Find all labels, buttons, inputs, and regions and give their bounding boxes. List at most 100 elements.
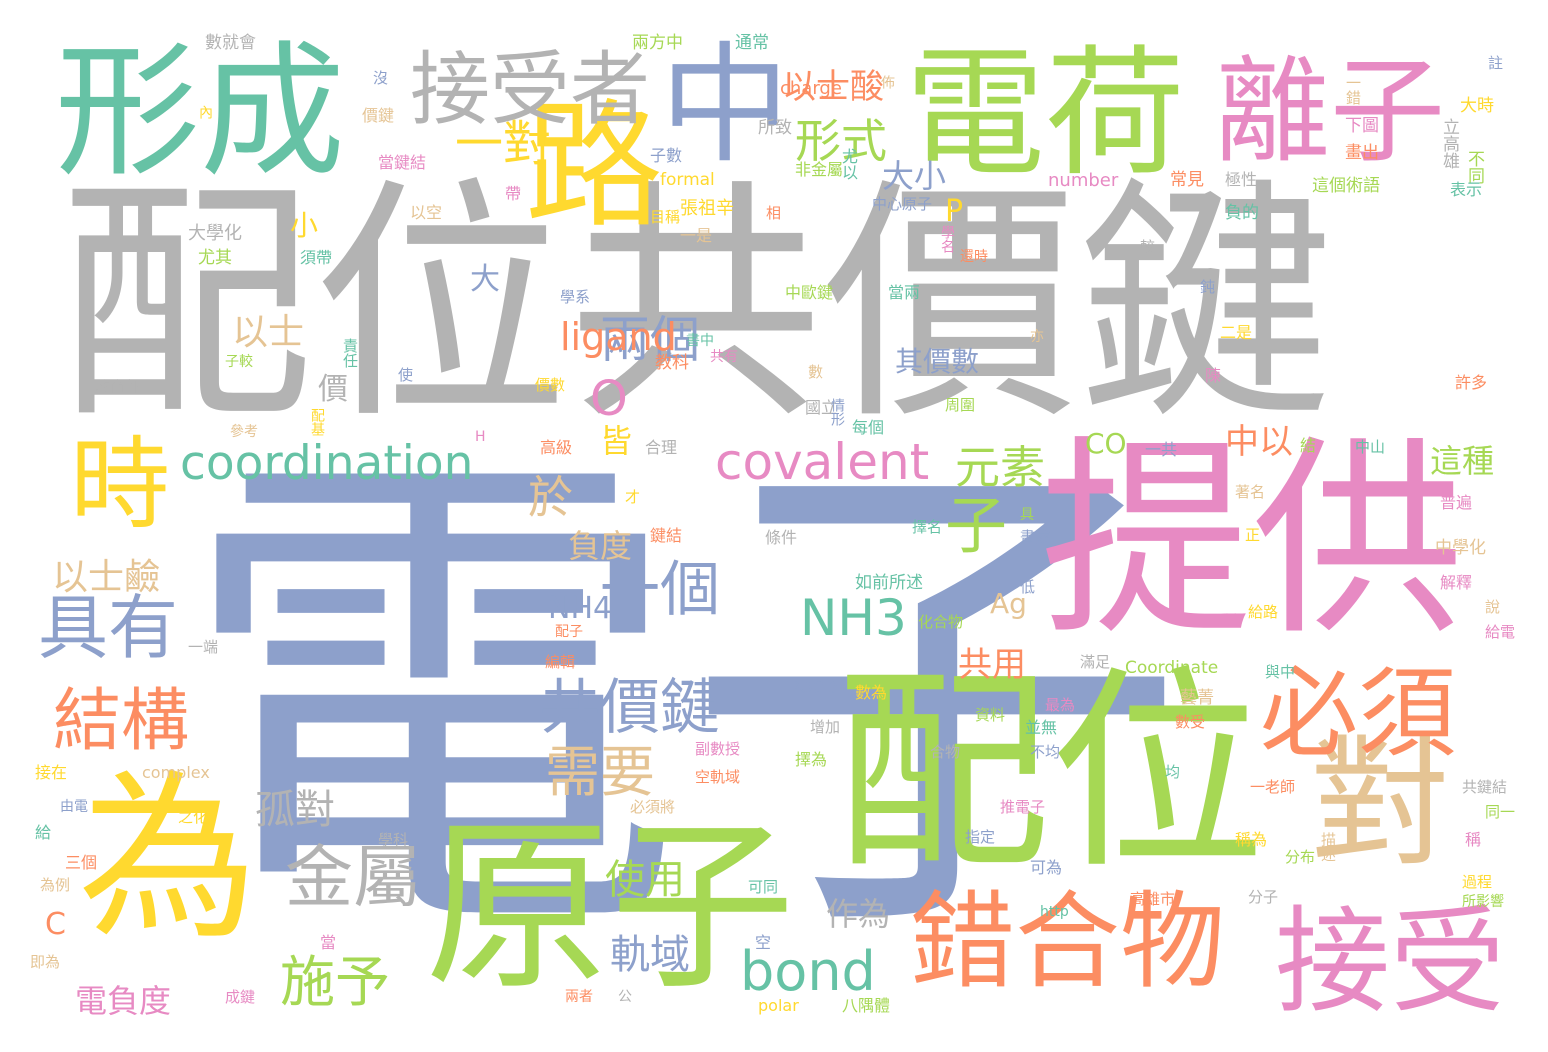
cloud-word-small: 配子 xyxy=(555,624,583,640)
cloud-word: 一對 xyxy=(455,116,552,172)
cloud-word-small: 極性 xyxy=(1225,170,1258,189)
cloud-word-small: 解釋 xyxy=(1440,573,1473,592)
cloud-word-small: 之化 xyxy=(178,808,209,826)
cloud-word-small: 使 xyxy=(398,366,414,384)
cloud-word-small: 學科 xyxy=(378,831,409,849)
cloud-word: 於 xyxy=(528,471,574,524)
cloud-word-small: charge xyxy=(780,78,842,99)
cloud-word: 子 xyxy=(945,489,1008,562)
cloud-word-small: 大學化 xyxy=(188,223,242,244)
cloud-word-small: 增加 xyxy=(810,718,841,736)
cloud-word: 元素 xyxy=(955,441,1046,494)
cloud-word-small: 以空 xyxy=(410,203,443,222)
cloud-word-small: 教育部 xyxy=(95,378,141,396)
cloud-word-small: 須帶 xyxy=(300,248,333,267)
cloud-word-small: 如前所述 xyxy=(855,573,923,593)
cloud-word-small: 帶 xyxy=(502,185,521,201)
cloud-word-small: 尤其 xyxy=(198,248,232,268)
cloud-word-small: 過程 xyxy=(1462,873,1493,891)
cloud-word-small: complex xyxy=(142,763,210,782)
cloud-word-small: POCl3 xyxy=(790,678,839,697)
cloud-word: P xyxy=(945,194,964,229)
cloud-word: 電荷 xyxy=(905,33,1186,196)
cloud-word: 錯合物 xyxy=(910,881,1226,1003)
cloud-word-small: 立高雄 xyxy=(1439,118,1459,169)
cloud-word-small: 可同 xyxy=(748,878,779,896)
cloud-word-small: 二是 xyxy=(1220,323,1253,342)
cloud-word-small: number xyxy=(1048,170,1119,191)
cloud-word: 軌域 xyxy=(610,932,690,978)
cloud-word: 大小 xyxy=(882,157,947,195)
cloud-word-small: 還時 xyxy=(960,249,988,265)
cloud-word-small: 共鍵結 xyxy=(1462,778,1508,796)
cloud-word-small: 高雄市 xyxy=(1130,890,1176,908)
cloud-word: 金屬 xyxy=(285,839,422,918)
cloud-word-small: 許多 xyxy=(1455,373,1488,392)
cloud-word: 作為 xyxy=(826,895,891,933)
cloud-word-small: 數受 xyxy=(1175,713,1206,731)
cloud-word-small: 畫出 xyxy=(1345,143,1379,163)
cloud-word-small: 擇為 xyxy=(795,750,828,769)
cloud-word-small: 當鍵結 xyxy=(378,153,427,172)
cloud-word-small: 描述 xyxy=(1319,832,1337,862)
cloud-word: C xyxy=(45,907,66,942)
cloud-word-small: 條件 xyxy=(765,528,798,547)
cloud-word: 中 xyxy=(660,29,791,181)
cloud-word: 配位 xyxy=(835,647,1265,898)
cloud-word-small: formal xyxy=(660,170,715,190)
cloud-word-small: 均 xyxy=(1165,763,1181,781)
cloud-word: 以士酸 xyxy=(782,67,884,107)
cloud-word: 必須 xyxy=(1260,657,1457,771)
cloud-word-small: Coordinate xyxy=(1125,658,1219,678)
cloud-word: 皆 xyxy=(600,422,633,460)
cloud-word-small: 鍵結 xyxy=(650,526,683,545)
cloud-word: 具有 xyxy=(38,587,178,669)
cloud-word-small: 相 xyxy=(764,205,782,220)
cloud-word-small: http xyxy=(1040,904,1069,920)
cloud-word-small: 分子 xyxy=(1248,888,1279,906)
cloud-word-small: 滿足 xyxy=(1080,653,1111,671)
cloud-word-small: 編輯 xyxy=(545,653,576,671)
cloud-word-small: 畫成 xyxy=(1020,528,1051,546)
cloud-word-small: 指定 xyxy=(965,828,996,846)
cloud-word-small: 給路 xyxy=(1248,603,1279,621)
cloud-word-small: 化合物 xyxy=(918,613,964,631)
cloud-word-small: H xyxy=(475,429,486,445)
cloud-word: 需要 xyxy=(545,740,656,804)
cloud-word-small: 配基 xyxy=(309,408,325,436)
cloud-word-small: 資料 xyxy=(975,706,1006,724)
cloud-word-small: 兩者 xyxy=(565,989,593,1005)
cloud-word-small: 最為 xyxy=(1045,696,1076,714)
cloud-word-small: 註 xyxy=(1486,55,1504,70)
cloud-word-small: 與中 xyxy=(1265,663,1296,681)
cloud-word-small: 高級 xyxy=(540,438,573,457)
cloud-word-small: 結 xyxy=(1300,436,1317,455)
cloud-word: 時 xyxy=(70,426,170,543)
cloud-word-small: 著名 xyxy=(1235,483,1266,501)
cloud-word-small: 參考 xyxy=(230,424,258,440)
cloud-word-small: 不均 xyxy=(1030,743,1061,761)
cloud-word-small: 可為 xyxy=(1030,858,1063,877)
cloud-word: 一個 xyxy=(600,555,720,625)
cloud-word: CO xyxy=(1085,427,1127,460)
cloud-word-small: 價鍵 xyxy=(362,106,395,125)
cloud-word: 形式 xyxy=(795,114,887,168)
cloud-word-small: 每個 xyxy=(852,418,885,437)
cloud-word-small: 情形 xyxy=(829,398,845,426)
cloud-word: bond xyxy=(740,940,876,1003)
cloud-word-small: 非金屬 xyxy=(795,160,844,179)
cloud-word: 結構 xyxy=(53,682,190,761)
cloud-word-small: 這個術語 xyxy=(1312,176,1380,196)
cloud-word-small: 合理 xyxy=(645,438,678,457)
cloud-word-small: 周圍 xyxy=(945,396,976,414)
cloud-word-small: 稱為 xyxy=(1235,830,1268,849)
cloud-word-small: 一老師 xyxy=(1250,778,1296,796)
cloud-word-small: 同一 xyxy=(1485,803,1516,821)
cloud-word: covalent xyxy=(715,433,930,491)
cloud-word-small: 較 xyxy=(1140,238,1156,256)
cloud-word-small: 數就會 xyxy=(205,33,256,53)
cloud-word-small: 一是 xyxy=(680,226,713,245)
cloud-word-small: 中山 xyxy=(1355,438,1386,456)
cloud-word-small: 為例 xyxy=(40,876,71,894)
cloud-word: NH3 xyxy=(800,589,907,647)
